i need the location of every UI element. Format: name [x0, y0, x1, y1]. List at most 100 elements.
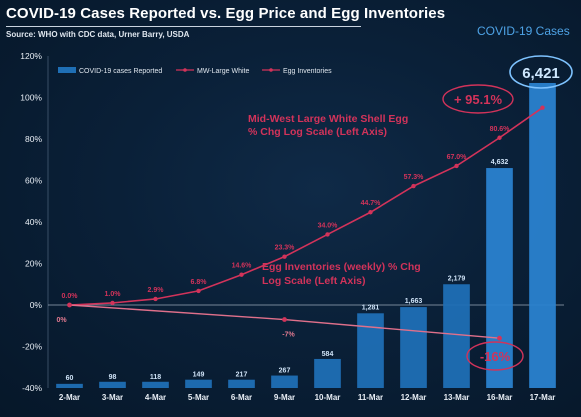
covid-bar-label: 149: [193, 372, 205, 379]
egg-price-point: [368, 210, 373, 215]
egg-price-label: 1.0%: [105, 291, 122, 298]
covid-bar: [357, 313, 384, 388]
egg-price-point: [153, 296, 158, 302]
covid-bar: [142, 381, 169, 388]
covid-bar: [400, 307, 427, 388]
egg-price-label: 14.6%: [232, 263, 253, 270]
legend-swatch-marker: [183, 68, 187, 72]
egg-inventory-annotation: Log Scale (Left Axis): [262, 275, 365, 287]
egg-inventory-annotation: Egg Inventories (weekly) % Chg: [262, 261, 421, 273]
covid-bars: [56, 82, 556, 388]
price-callout-ring: [442, 84, 514, 114]
y-tick-label: 20%: [25, 259, 42, 269]
egg-inventory-label: 0%: [56, 317, 67, 324]
egg-price-label: 67.0%: [447, 154, 468, 161]
y-axis: -40% -20% 0% 20% 40% 60% 80% 100% 120%: [20, 51, 49, 393]
legend: COVID-19 cases Reported MW-Large White Egg…: [58, 67, 332, 75]
covid-bar-label: 267: [279, 368, 291, 375]
covid-bar-labels: 60 98 118 149 217 267 584 1,281 1,663 2,179 4,632: [66, 159, 509, 382]
title-underline: [6, 26, 361, 27]
y-tick-label: -40%: [22, 383, 42, 393]
egg-price-point: [497, 135, 502, 140]
covid-bar-label: 4,632: [491, 159, 509, 166]
egg-price-point: [325, 232, 330, 237]
covid-bar: [314, 358, 341, 388]
covid-bar: [271, 375, 298, 388]
egg-inventory-point: [497, 335, 502, 341]
egg-price-path: [69, 107, 543, 306]
annotations: Mid-West Large White Shell Egg% Chg Log …: [248, 55, 573, 371]
x-tick-label: 10-Mar: [315, 393, 341, 402]
y-tick-label: 60%: [25, 176, 42, 186]
x-tick-label: 13-Mar: [444, 393, 470, 402]
covid-bar-label: 98: [109, 374, 117, 381]
x-tick-label: 12-Mar: [401, 393, 427, 402]
legend-swatch-bar: [58, 67, 76, 73]
egg-price-point: [411, 183, 416, 189]
covid-bar-label: 1,663: [405, 298, 423, 305]
covid-bar-label: 60: [66, 375, 74, 382]
egg-inventory-label: -7%: [282, 332, 295, 339]
y-tick-label: 40%: [25, 217, 42, 227]
x-axis: 2-Mar 3-Mar 4-Mar 5-Mar 6-Mar 9-Mar 10-Mar 11-M…: [59, 393, 556, 402]
egg-price-point: [454, 163, 459, 169]
egg-price-point: [282, 254, 287, 259]
legend-label: Egg Inventories: [283, 68, 332, 75]
x-tick-label: 9-Mar: [274, 393, 295, 402]
cases-callout-ring: [509, 55, 573, 89]
covid-bar-label: 217: [236, 372, 248, 379]
x-tick-label: 6-Mar: [231, 393, 252, 402]
covid-bar: [99, 381, 126, 388]
egg-price-label: 0.0%: [62, 293, 79, 300]
y-tick-label: 0%: [30, 300, 43, 310]
egg-price-label: 23.3%: [275, 245, 296, 252]
covid-bar: [185, 379, 212, 388]
x-tick-label: 16-Mar: [487, 393, 513, 402]
x-tick-label: 3-Mar: [102, 393, 123, 402]
egg-price-line: 0.0% 1.0% 2.9% 6.8% 14.6% 23.3% 34.0% 44.7% 57.3…: [62, 105, 545, 308]
legend-label: COVID-19 cases Reported: [79, 68, 162, 75]
egg-price-point: [540, 105, 545, 110]
egg-price-point: [196, 288, 201, 294]
egg-inventory-point: [67, 302, 72, 308]
covid-bar-label: 1,281: [362, 304, 380, 311]
covid-bar: [443, 284, 470, 388]
egg-price-label: 44.7%: [361, 200, 382, 207]
covid-bar-label: 584: [322, 351, 334, 358]
egg-price-annotation: % Chg Log Scale (Left Axis): [248, 126, 387, 138]
chart-title: COVID-19 Cases Reported vs. Egg Price an…: [6, 5, 446, 22]
x-tick-label: 4-Mar: [145, 393, 166, 402]
y-tick-label: 120%: [20, 51, 42, 61]
x-tick-label: 11-Mar: [358, 393, 383, 402]
legend-label: MW-Large White: [197, 68, 249, 75]
y-tick-label: 100%: [20, 93, 42, 103]
inventory-callout-ring: [466, 341, 524, 371]
egg-price-label: 57.3%: [404, 174, 425, 181]
x-tick-label: 17-Mar: [530, 393, 556, 402]
egg-inventory-point: [282, 317, 287, 322]
cases-callout-text: 6,421: [522, 65, 560, 82]
y-tick-label: -20%: [22, 342, 42, 352]
covid-cases-label: COVID-19 Cases: [477, 24, 570, 38]
egg-price-point: [239, 272, 244, 277]
inventory-callout-text: -16%: [480, 349, 511, 364]
egg-price-point: [110, 300, 115, 306]
egg-price-label: 34.0%: [318, 222, 339, 229]
x-tick-label: 5-Mar: [188, 393, 209, 402]
legend-swatch-marker: [269, 68, 273, 72]
covid-bar-label: 118: [150, 374, 161, 381]
covid-bar: [56, 383, 83, 388]
egg-price-annotation: Mid-West Large White Shell Egg: [248, 113, 408, 125]
egg-inventory-line: 0% -7%: [56, 302, 502, 341]
egg-price-label: 80.6%: [490, 126, 511, 133]
x-tick-label: 2-Mar: [59, 393, 80, 402]
covid-bar: [486, 168, 513, 388]
egg-price-label: 6.8%: [191, 279, 208, 286]
chart-source: Source: WHO with CDC data, Urner Barry, …: [6, 30, 190, 39]
price-callout-text: + 95.1%: [454, 92, 503, 107]
egg-price-label: 2.9%: [148, 287, 165, 294]
y-tick-label: 80%: [25, 134, 42, 144]
covid-bar: [228, 379, 255, 388]
